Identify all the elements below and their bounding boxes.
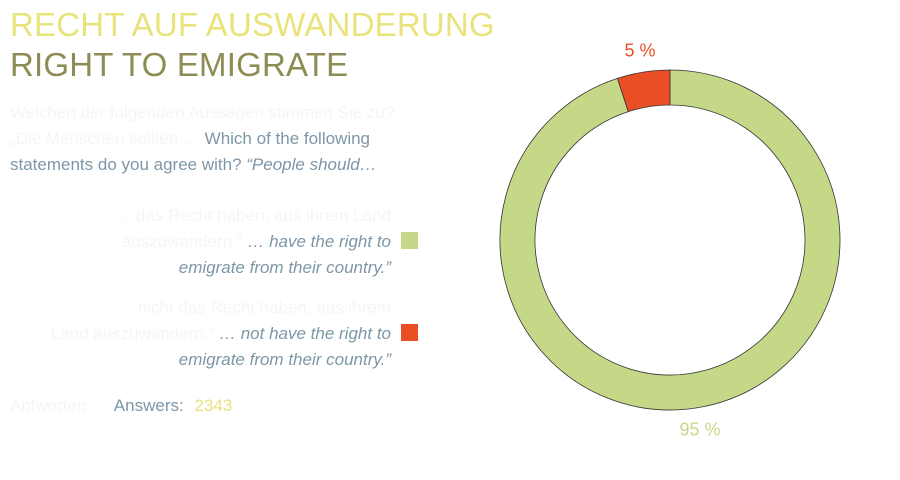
- donut-slices: [499, 69, 841, 411]
- legend-no-german-line2: Land auszuwandern.“: [50, 324, 215, 343]
- legend-yes-label-line2: emigrate from their country.”: [178, 258, 391, 277]
- donut-labels: 95 % 5 %: [624, 40, 720, 439]
- title-german: RECHT AUF AUSWANDERUNG: [10, 6, 495, 43]
- legend-yes-german-line2: auszuwandern.“: [121, 232, 243, 251]
- donut-slice-0: [499, 69, 841, 411]
- legend-no-label-line2: emigrate from their country.”: [178, 350, 391, 369]
- question-english: Which of the following statements do you…: [10, 129, 371, 174]
- answers-summary: Antworten: Answers: 2343: [10, 393, 232, 419]
- legend-item-yes: … das Recht haben, aus ihrem Land auszuw…: [18, 203, 418, 281]
- answers-label: Answers:: [113, 396, 184, 415]
- answers-label-german: Antworten:: [10, 396, 92, 415]
- title-english: RIGHT TO EMIGRATE: [10, 46, 349, 83]
- question-quote: “People should…: [246, 155, 377, 174]
- legend-yes-german-line1: … das Recht haben, aus ihrem Land: [114, 206, 391, 225]
- donut-label-1: 5 %: [624, 40, 655, 60]
- donut-slice-1: [616, 69, 671, 113]
- legend-item-no: … nicht das Recht haben, aus ihrem Land …: [18, 295, 418, 373]
- legend-no-german-line1: … nicht das Recht haben, aus ihrem: [116, 298, 391, 317]
- donut-chart: 95 % 5 %: [499, 40, 841, 440]
- legend-yes-label-line1: … have the right to: [247, 232, 391, 251]
- legend-swatch-green: [401, 232, 418, 249]
- legend-no-label-line1: … not have the right to: [219, 324, 391, 343]
- answers-count: 2343: [194, 396, 233, 415]
- question-german: Welchen der folgenden Aussagen stimmen S…: [10, 103, 395, 148]
- legend-swatch-red: [401, 324, 418, 341]
- donut-label-0: 95 %: [680, 420, 721, 440]
- survey-question: Welchen der folgenden Aussagen stimmen S…: [10, 100, 430, 178]
